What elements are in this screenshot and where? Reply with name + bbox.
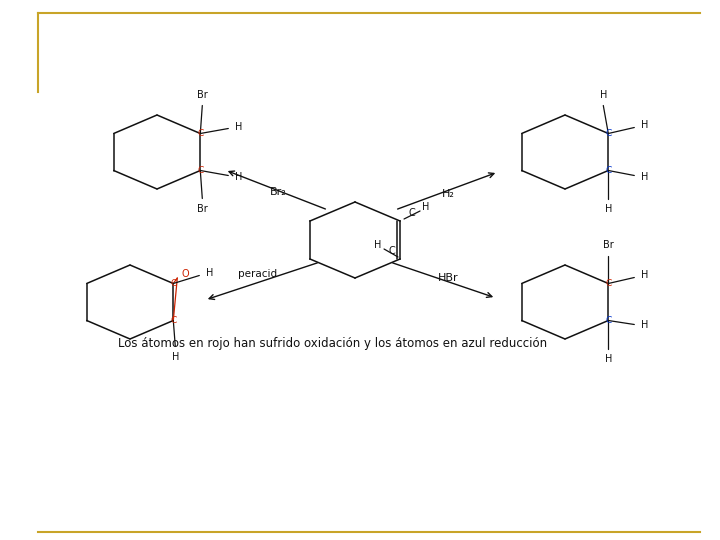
Text: Br: Br: [197, 91, 207, 100]
Text: C: C: [170, 316, 176, 325]
Text: H: H: [641, 271, 648, 280]
Text: C: C: [606, 316, 611, 325]
Text: H: H: [171, 352, 179, 361]
Text: C: C: [197, 166, 204, 175]
Text: C: C: [606, 129, 611, 138]
Text: O: O: [181, 269, 189, 279]
Text: Los átomos en rojo han sufrido oxidación y los átomos en azul reducción: Los átomos en rojo han sufrido oxidación…: [118, 336, 547, 349]
Text: HBr: HBr: [438, 273, 459, 283]
Text: C: C: [170, 279, 176, 288]
Text: H: H: [206, 268, 213, 279]
Text: Br: Br: [197, 204, 207, 213]
Text: H: H: [374, 240, 382, 250]
Text: C: C: [409, 208, 415, 218]
Text: H: H: [235, 123, 242, 132]
Text: H: H: [641, 172, 648, 181]
Text: H: H: [605, 354, 612, 363]
Text: C: C: [197, 129, 204, 138]
Text: H: H: [235, 172, 242, 181]
Text: H: H: [423, 202, 430, 212]
Text: H: H: [641, 321, 648, 330]
Text: Br₂: Br₂: [269, 187, 287, 197]
Text: Br: Br: [603, 240, 613, 251]
Text: C: C: [389, 246, 395, 256]
Text: C: C: [606, 166, 611, 175]
Text: H: H: [641, 120, 648, 131]
Text: C: C: [606, 279, 611, 288]
Text: H: H: [605, 204, 612, 213]
Text: H₂: H₂: [441, 189, 454, 199]
Text: peracid: peracid: [238, 269, 278, 279]
Text: H: H: [600, 91, 607, 100]
